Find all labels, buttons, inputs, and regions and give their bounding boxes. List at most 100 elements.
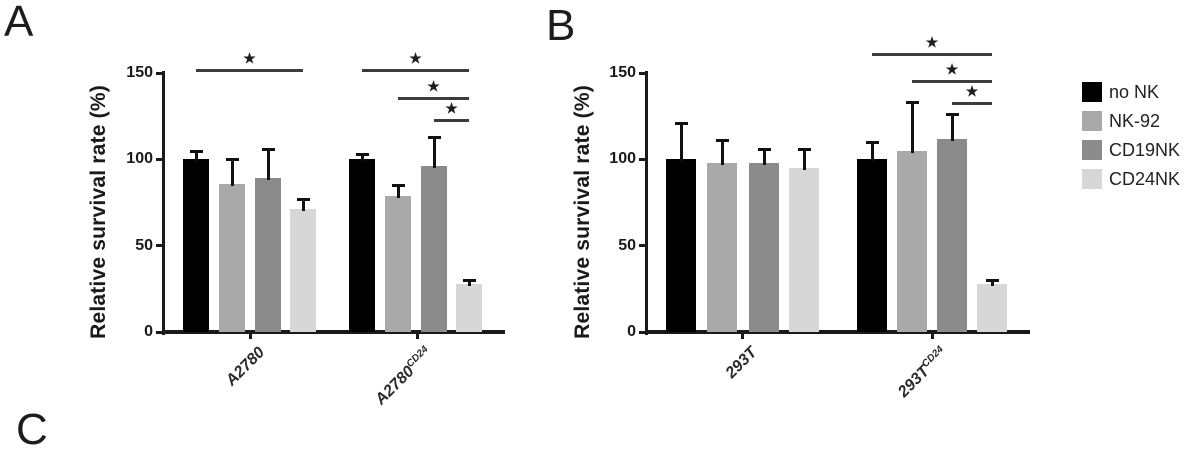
legend-label-nk-92: NK-92 xyxy=(1109,111,1161,131)
error-bar-stem xyxy=(432,136,436,169)
x-axis-line xyxy=(162,330,505,334)
significance-line xyxy=(196,69,303,72)
panel-b-y-axis-title: Relative survival rate (%) xyxy=(571,85,594,339)
legend: no NK NK-92 CD19NK CD24NK xyxy=(1082,82,1180,198)
legend-swatch-no-nk xyxy=(1082,82,1102,102)
error-bar-stem xyxy=(990,280,994,286)
x-category-label: 293TCD24 xyxy=(895,344,946,401)
error-bar-stem xyxy=(950,114,954,141)
x-category-label: A2780 xyxy=(222,344,269,390)
y-tick-label: 100 xyxy=(126,150,153,168)
legend-item-cd19nk: CD19NK xyxy=(1082,140,1180,160)
error-bar-stem xyxy=(194,150,198,162)
legend-item-no-nk: no NK xyxy=(1082,82,1180,102)
significance-line xyxy=(912,80,992,83)
error-bar-cap xyxy=(225,158,239,162)
significance-star: ★ xyxy=(965,83,979,99)
significance-line xyxy=(434,119,469,122)
y-tick xyxy=(156,71,163,75)
legend-label-cd24nk: CD24NK xyxy=(1109,169,1181,189)
bar-cd24nk xyxy=(456,283,482,332)
bar-no-nk xyxy=(857,159,887,332)
significance-line xyxy=(362,69,469,72)
bar-nk-92 xyxy=(707,162,737,332)
bar-cd24nk xyxy=(977,283,1007,332)
bar-no-nk xyxy=(666,159,696,332)
error-bar-cap xyxy=(757,147,771,151)
x-axis-line xyxy=(645,330,1030,334)
error-bar-stem xyxy=(802,148,806,170)
panel-a-letter: A xyxy=(4,0,34,46)
error-bar-stem xyxy=(360,154,364,162)
x-tick xyxy=(415,334,419,339)
error-bar-stem xyxy=(230,159,234,186)
legend-swatch-cd19nk xyxy=(1082,140,1102,160)
error-bar-cap xyxy=(261,147,275,151)
y-tick xyxy=(156,330,163,334)
error-bar-cap xyxy=(985,279,999,283)
error-bar-stem xyxy=(679,123,683,162)
error-bar-cap xyxy=(427,135,441,139)
y-axis-line xyxy=(162,71,165,335)
y-tick xyxy=(639,244,646,248)
x-category-label: A2780CD24 xyxy=(372,344,431,409)
legend-label-no-nk: no NK xyxy=(1109,82,1160,102)
error-bar-stem xyxy=(720,140,724,165)
x-tick xyxy=(248,334,252,339)
error-bar-cap xyxy=(462,279,476,283)
panel-a-y-axis-title: Relative survival rate (%) xyxy=(87,85,110,339)
legend-swatch-cd24nk xyxy=(1082,169,1102,189)
bar-nk-92 xyxy=(385,195,411,332)
legend-item-cd24nk: CD24NK xyxy=(1082,169,1180,189)
legend-item-nk-92: NK-92 xyxy=(1082,111,1180,131)
error-bar-cap xyxy=(391,184,405,188)
figure-survival-bar-charts: A B C Relative survival rate (%) Relativ… xyxy=(4,0,1180,452)
error-bar-stem xyxy=(870,142,874,162)
bar-cd24nk xyxy=(290,209,316,332)
significance-line xyxy=(872,53,992,56)
bar-cd24nk xyxy=(789,167,819,332)
x-tick xyxy=(930,334,934,339)
legend-label-cd19nk: CD19NK xyxy=(1109,140,1181,160)
error-bar-cap xyxy=(797,147,811,151)
error-bar-stem xyxy=(301,199,305,212)
error-bar-stem xyxy=(396,185,400,198)
y-tick xyxy=(639,330,646,334)
error-bar-stem xyxy=(762,148,766,165)
y-tick xyxy=(156,157,163,161)
bar-cd19nk xyxy=(749,162,779,332)
y-tick xyxy=(639,71,646,75)
error-bar-stem xyxy=(467,280,471,286)
significance-star: ★ xyxy=(427,78,440,94)
y-tick xyxy=(639,157,646,161)
error-bar-cap xyxy=(905,101,919,105)
significance-star: ★ xyxy=(445,100,458,116)
error-bar-stem xyxy=(266,148,270,181)
significance-line xyxy=(952,102,992,105)
significance-line xyxy=(398,97,469,100)
error-bar-stem xyxy=(910,102,914,153)
bar-no-nk xyxy=(183,159,209,332)
bar-cd19nk xyxy=(937,138,967,332)
significance-star: ★ xyxy=(925,34,939,50)
x-category-label: 293T xyxy=(722,344,761,382)
panel-b-letter: B xyxy=(546,1,576,50)
bar-no-nk xyxy=(349,159,375,332)
panel-c-letter-partial: C xyxy=(16,405,48,454)
bar-cd19nk xyxy=(255,178,281,332)
error-bar-cap xyxy=(865,141,879,145)
bar-nk-92 xyxy=(219,183,245,332)
error-bar-cap xyxy=(945,113,959,117)
y-tick-label: 50 xyxy=(135,236,153,254)
y-axis-line xyxy=(645,71,648,335)
significance-star: ★ xyxy=(243,50,256,66)
significance-star: ★ xyxy=(409,50,422,66)
bar-cd19nk xyxy=(421,166,447,332)
y-tick-label: 0 xyxy=(144,323,153,340)
significance-star: ★ xyxy=(945,61,959,77)
error-bar-cap xyxy=(355,153,369,157)
y-tick xyxy=(156,244,163,248)
error-bar-cap xyxy=(296,198,310,202)
legend-swatch-nk-92 xyxy=(1082,111,1102,131)
error-bar-cap xyxy=(674,122,688,126)
